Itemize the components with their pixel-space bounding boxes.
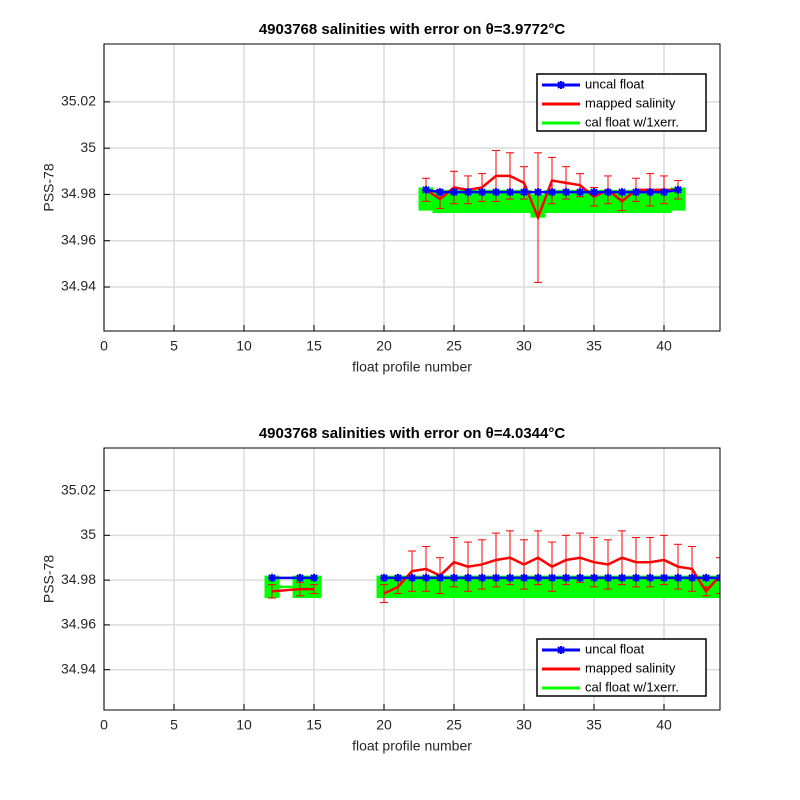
marker (548, 188, 556, 197)
marker (408, 573, 416, 582)
legend-label: uncal float (585, 76, 645, 91)
marker (674, 185, 682, 194)
marker (450, 573, 458, 582)
x-tick-label: 10 (236, 338, 252, 354)
x-tick-label: 0 (100, 717, 108, 733)
marker (506, 573, 514, 582)
marker (604, 573, 612, 582)
marker (506, 188, 514, 197)
marker (436, 188, 444, 197)
chart-title: 4903768 salinities with error on θ=3.977… (259, 21, 566, 38)
marker (394, 573, 402, 582)
marker (562, 188, 570, 197)
x-tick-label: 0 (100, 338, 108, 354)
marker (632, 573, 640, 582)
x-tick-label: 15 (306, 338, 322, 354)
marker (562, 573, 570, 582)
marker (576, 573, 584, 582)
legend: uncal float mapped salinity cal float w/1x… (536, 73, 707, 132)
axes-box (103, 43, 721, 332)
marker (646, 188, 654, 197)
marker (422, 185, 430, 194)
axes-box (103, 447, 721, 711)
x-tick-label: 35 (586, 338, 602, 354)
y-tick-label: 34.94 (61, 660, 96, 676)
x-tick-label: 25 (446, 717, 462, 733)
marker (590, 188, 598, 197)
marker (478, 573, 486, 582)
y-tick-label: 34.98 (61, 185, 96, 201)
x-tick-label: 5 (170, 717, 178, 733)
legend-label: mapped salinity (585, 95, 676, 110)
y-tick-label: 35.02 (61, 481, 96, 497)
marker (268, 573, 276, 582)
x-tick-label: 30 (516, 338, 532, 354)
marker (492, 188, 500, 197)
marker (632, 188, 640, 197)
y-tick-label: 34.96 (61, 231, 96, 247)
plot-area (418, 149, 686, 283)
marker (450, 188, 458, 197)
marker (492, 573, 500, 582)
marker (660, 573, 668, 582)
marker (436, 573, 444, 582)
marker (590, 573, 598, 582)
y-tick-label: 34.94 (61, 278, 96, 294)
marker (534, 573, 542, 582)
marker (380, 573, 388, 582)
plot-area (264, 530, 720, 604)
marker (548, 573, 556, 582)
y-axis-label: PSS-78 (41, 555, 57, 603)
marker (478, 188, 486, 197)
x-tick-label: 40 (656, 338, 672, 354)
legend-marker (557, 646, 565, 654)
marker (702, 573, 710, 582)
y-tick-label: 34.96 (61, 616, 96, 632)
y-tick-label: 35 (80, 526, 96, 542)
x-tick-label: 30 (516, 717, 532, 733)
legend-label: mapped salinity (585, 660, 676, 675)
y-tick-label: 35.02 (61, 93, 96, 109)
legend-label: cal float w/1xerr. (585, 679, 679, 694)
marker (310, 573, 318, 582)
marker (576, 188, 584, 197)
y-axis-label: PSS-78 (41, 163, 57, 211)
marker (618, 188, 626, 197)
y-tick-label: 34.98 (61, 571, 96, 587)
subplot: 0 5 10 15 20 25 30 35 40 34.94 34.96 34.98 35 35.02 49… (41, 21, 721, 375)
x-tick-label: 15 (306, 717, 322, 733)
legend-marker (557, 81, 565, 89)
marker (534, 188, 542, 197)
x-axis-label: float profile number (352, 359, 472, 375)
legend-label: uncal float (585, 641, 645, 656)
x-tick-label: 10 (236, 717, 252, 733)
marker (688, 573, 696, 582)
marker (520, 188, 528, 197)
subplot: 0 5 10 15 20 25 30 35 40 34.94 34.96 34.98 35 35.02 49… (41, 425, 721, 754)
x-axis-label: float profile number (352, 738, 472, 754)
y-tick-label: 35 (80, 139, 96, 155)
error-bar (716, 557, 720, 595)
x-tick-label: 25 (446, 338, 462, 354)
x-tick-label: 20 (376, 717, 392, 733)
marker (520, 573, 528, 582)
x-tick-label: 40 (656, 717, 672, 733)
marker (618, 573, 626, 582)
x-tick-label: 35 (586, 717, 602, 733)
chart-title: 4903768 salinities with error on θ=4.034… (259, 425, 566, 442)
x-tick-label: 5 (170, 338, 178, 354)
marker (422, 573, 430, 582)
marker (646, 573, 654, 582)
legend: uncal float mapped salinity cal float w/1x… (536, 638, 707, 697)
x-tick-label: 20 (376, 338, 392, 354)
legend-label: cal float w/1xerr. (585, 114, 679, 129)
marker (464, 188, 472, 197)
marker (464, 573, 472, 582)
marker (674, 573, 682, 582)
marker (296, 573, 304, 582)
marker (604, 188, 612, 197)
marker (660, 188, 668, 197)
